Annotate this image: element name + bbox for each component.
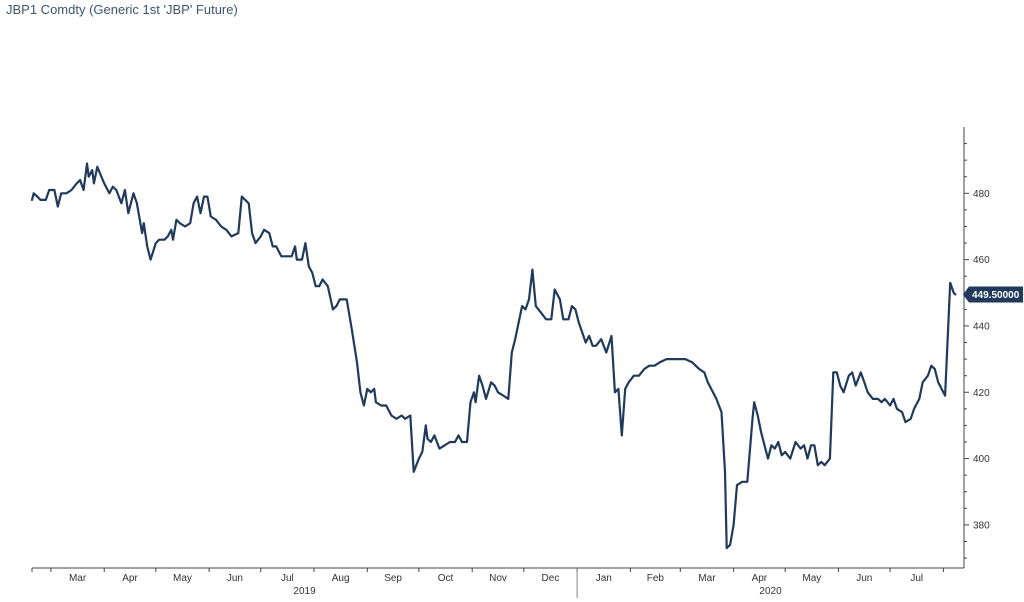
- x-tick-label: Oct: [438, 573, 454, 584]
- last-value-marker: 449.50000: [963, 286, 1023, 303]
- x-tick-label: Mar: [698, 573, 716, 584]
- chart-title: JBP1 Comdty (Generic 1st 'JBP' Future): [6, 2, 238, 17]
- series-line: [30, 162, 957, 550]
- y-tick-label: 480: [973, 189, 990, 200]
- x-tick-label: Sep: [384, 573, 402, 584]
- y-tick-label: 400: [973, 454, 990, 465]
- x-tick-label: Aug: [332, 573, 350, 584]
- x-tick-label: May: [173, 573, 192, 584]
- x-tick-label: Mar: [69, 573, 87, 584]
- last-value-badge: [963, 286, 1023, 303]
- y-tick-label: 440: [973, 321, 990, 332]
- x-tick-label: Jun: [856, 573, 872, 584]
- y-tick-label: 380: [973, 520, 990, 531]
- x-tick-label: Apr: [752, 573, 768, 584]
- last-value-label: 449.50000: [972, 290, 1020, 301]
- y-tick-label: 420: [973, 388, 990, 399]
- y-tick-label: 460: [973, 255, 990, 266]
- x-tick-label: Dec: [542, 573, 560, 584]
- x-tick-label: Jul: [910, 573, 923, 584]
- x-year-label: 2019: [293, 586, 316, 597]
- y-axis: 380 400 420 440 460 480: [963, 127, 990, 568]
- x-tick-label: Nov: [489, 573, 507, 584]
- x-tick-label: Jan: [596, 573, 612, 584]
- x-tick-label: Jun: [227, 573, 243, 584]
- x-tick-label: Apr: [122, 573, 138, 584]
- x-tick-label: May: [802, 573, 821, 584]
- x-year-label: 2020: [759, 586, 782, 597]
- x-tick-label: Feb: [647, 573, 665, 584]
- x-axis: Mar Apr May Jun Jul Aug Sep Oct Nov Dec Jan Feb Mar A…: [31, 567, 964, 598]
- x-tick-label: Jul: [281, 573, 294, 584]
